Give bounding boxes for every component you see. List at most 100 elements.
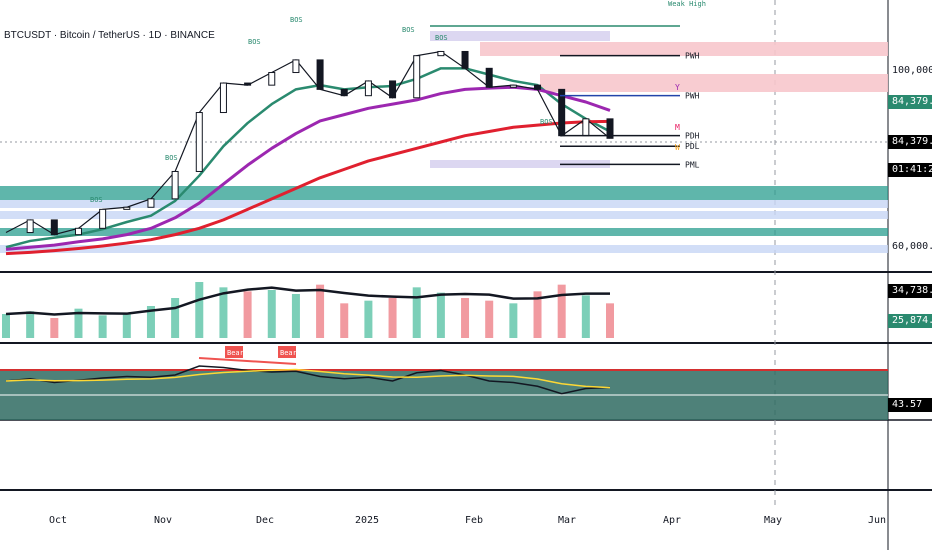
bos-label: BOS (540, 118, 553, 126)
bos-label: BOS (290, 16, 303, 24)
price-tick-label: 100,000.00 (892, 65, 932, 76)
price-candle (292, 59, 300, 74)
weak-high-label: Weak High (668, 0, 706, 8)
zone-green (0, 228, 888, 236)
price-series-line (5, 50, 611, 236)
time-tick-label: Feb (465, 515, 483, 526)
volume-bar (606, 303, 614, 338)
zone-blue (0, 211, 888, 219)
bos-label: BOS (165, 154, 178, 162)
volume-bar (74, 308, 83, 338)
volume-ma-line (5, 286, 610, 316)
price-layer (5, 50, 614, 236)
ma-line-purple (5, 85, 611, 251)
zone-red (540, 74, 888, 92)
price-candle (99, 208, 107, 229)
volume-bar (122, 312, 131, 338)
price-candle (147, 198, 155, 208)
price-candle (219, 82, 227, 114)
zone-lavender (430, 160, 610, 168)
price-candle (389, 80, 397, 99)
chart-title: BTCUSDT · Bitcoin / TetherUS · 1D · BINA… (4, 30, 215, 41)
ma-line-red (5, 119, 611, 256)
volume-bar (581, 295, 590, 338)
price-candle (509, 84, 517, 88)
bos-label: BOS (435, 34, 448, 42)
volume-bar (50, 318, 59, 338)
volume-bar (436, 292, 445, 338)
volume-bar (557, 284, 566, 338)
bos-label: BOS (90, 196, 103, 204)
volume-pane (2, 282, 614, 338)
time-tick-label: Mar (558, 515, 576, 526)
price-candle (485, 67, 493, 88)
volume-bar (98, 315, 107, 338)
volume-bar (26, 311, 35, 338)
price-candle (413, 55, 421, 99)
time-tick-label: May (764, 515, 782, 526)
bos-label: BOS (402, 26, 415, 34)
volume-bar (146, 306, 155, 338)
w-marker: W (675, 143, 680, 152)
price-candle (50, 219, 58, 236)
time-tick-label: 2025 (355, 515, 379, 526)
volume-bar (509, 303, 518, 338)
level-label: PML (685, 160, 700, 169)
m-marker: M (675, 123, 680, 132)
volume-bar (388, 298, 397, 338)
volume-bar (364, 300, 373, 338)
rsi-bear-box (278, 346, 296, 358)
rsi-divergence-line (198, 357, 297, 365)
price-candle (195, 112, 203, 172)
price-candle (74, 227, 82, 236)
rsi-pane: Bear Bear (5, 346, 611, 395)
price-candle (606, 118, 614, 139)
zones-layer (0, 31, 888, 253)
rsi-bear-box (225, 346, 243, 358)
annotations-layer: BOS BOS BOS BOS BOS BOS BOS Weak High Y M W (90, 0, 706, 204)
volume-value-tag: 34,738.38 (888, 284, 932, 298)
price-tick-label: 60,000.00 (892, 241, 932, 252)
rsi-line (5, 365, 611, 395)
close-price-tag: 84,379.42 (888, 135, 932, 149)
volume-ma-tag: 25,874.63 (888, 314, 932, 328)
volume-bar (412, 287, 421, 338)
price-candle (244, 82, 252, 86)
level-label: PWH (685, 52, 700, 61)
y-marker: Y (675, 83, 680, 92)
time-tick-label: Apr (663, 515, 681, 526)
price-candle (123, 206, 131, 210)
level-label: PDH (685, 132, 700, 141)
last-price-tag: 84,379.43 (888, 95, 932, 109)
level-label: PWH (685, 92, 700, 101)
moving-averages-layer (5, 67, 611, 256)
volume-bar (2, 314, 10, 338)
price-candle (268, 72, 276, 86)
level-label: PDL (685, 142, 700, 151)
volume-bar (195, 282, 204, 338)
price-candle (364, 80, 372, 97)
time-tick-label: Jun (868, 515, 886, 526)
zone-lavender (430, 31, 610, 41)
bos-label: BOS (248, 38, 261, 46)
volume-bar (485, 300, 494, 338)
price-candle (461, 50, 469, 69)
price-candle (437, 50, 445, 57)
volume-bar (291, 294, 300, 338)
zone-green (0, 186, 888, 200)
rsi-bear-label: Bear (280, 349, 297, 357)
zone-red (480, 42, 888, 56)
time-axis[interactable]: Oct Nov Dec 2025 Feb Mar Apr May Jun (49, 515, 886, 526)
time-tick-label: Oct (49, 515, 67, 526)
time-tick-label: Dec (256, 515, 274, 526)
volume-bar (461, 298, 470, 338)
rsi-value-tag: 43.57 (888, 398, 932, 412)
price-candle (340, 88, 348, 97)
ma-line-teal (5, 67, 611, 249)
volume-bar (340, 303, 349, 338)
price-candle (534, 84, 542, 90)
zone-blue (0, 200, 888, 208)
volume-bar (219, 287, 228, 338)
